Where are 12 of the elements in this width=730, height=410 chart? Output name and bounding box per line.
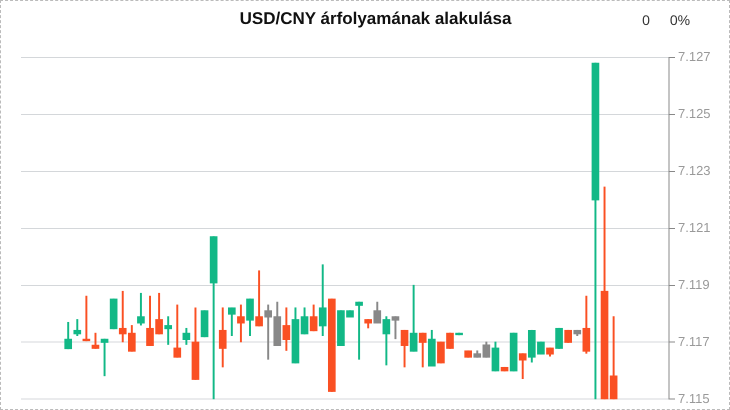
chart-title: USD/CNY árfolyamának alakulása bbox=[240, 8, 512, 28]
y-tick-label: 7.121 bbox=[678, 220, 711, 235]
text: 0 bbox=[642, 12, 650, 28]
candlestick bbox=[100, 338, 108, 376]
y-tick-label: 7.123 bbox=[678, 162, 711, 178]
candlestick bbox=[355, 302, 363, 360]
text: 0% bbox=[670, 12, 690, 28]
y-tick-label: 7.125 bbox=[678, 106, 711, 121]
y-tick-label: 7.115 bbox=[678, 390, 710, 406]
y-tick-label: 7.127 bbox=[678, 48, 711, 64]
y-tick-label: 7.117 bbox=[678, 334, 710, 349]
y-tick-label: 7.119 bbox=[678, 276, 710, 292]
